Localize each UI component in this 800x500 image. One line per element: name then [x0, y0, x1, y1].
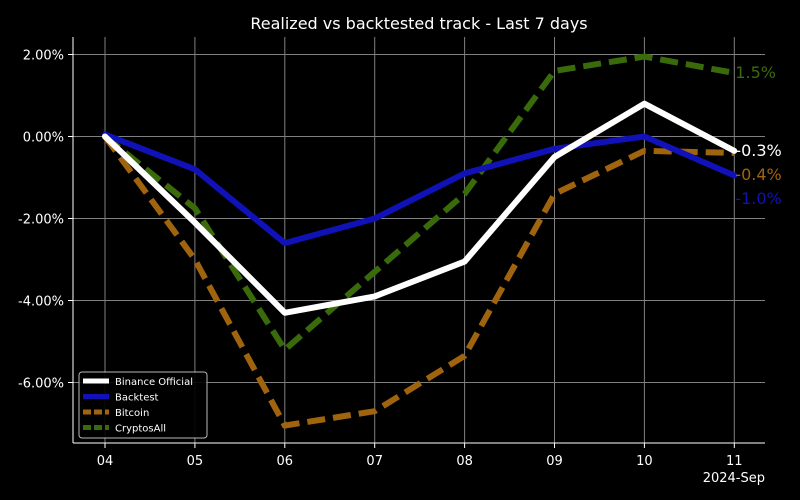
end-value-label: -1.0%: [735, 189, 781, 208]
x-tick-label: 11: [726, 454, 743, 469]
y-tick-label: 2.00%: [23, 49, 64, 64]
end-labels: 1.5% -0.3% -0.4% -1.0%: [735, 63, 781, 208]
y-tick-label: 0.00%: [23, 131, 64, 146]
y-tick-label: -4.00%: [18, 295, 64, 310]
x-tick-label: 04: [97, 454, 114, 469]
x-tick-label: 10: [636, 454, 653, 469]
series-group: [102, 53, 738, 429]
legend-label: Binance Official: [115, 377, 193, 388]
series-line-backtest: [102, 131, 738, 247]
legend-box: [78, 371, 208, 439]
series-line-bitcoin: [102, 134, 735, 429]
y-tick-label: -2.00%: [18, 213, 64, 228]
x-offset-label: 2024-Sep: [703, 471, 765, 486]
series-line-binance-official: [102, 100, 738, 316]
x-tick-label: 07: [366, 454, 383, 469]
series-line-cryptosall: [103, 53, 735, 353]
legend-label: CryptosAll: [115, 424, 166, 435]
end-value-label: -0.3%: [735, 141, 781, 160]
x-tick-label: 09: [546, 454, 563, 469]
chart-title: Realized vs backtested track - Last 7 da…: [250, 14, 587, 33]
x-tick-label: 05: [187, 454, 204, 469]
end-value-label: 1.5%: [735, 63, 776, 82]
y-tick-label: -6.00%: [18, 377, 64, 392]
legend-label: Backtest: [115, 393, 159, 404]
x-tick-label: 08: [456, 454, 473, 469]
x-tick-label: 06: [277, 454, 294, 469]
legend-label: Bitcoin: [115, 408, 149, 419]
legend: Binance Official Backtest Bitcoin CryptosAl…: [78, 371, 208, 439]
end-value-label: -0.4%: [735, 165, 781, 184]
axes: 04 05 06 07 08 09 10 11 2.00% 0.00% -2.00% -4.00% -6…: [18, 37, 765, 469]
